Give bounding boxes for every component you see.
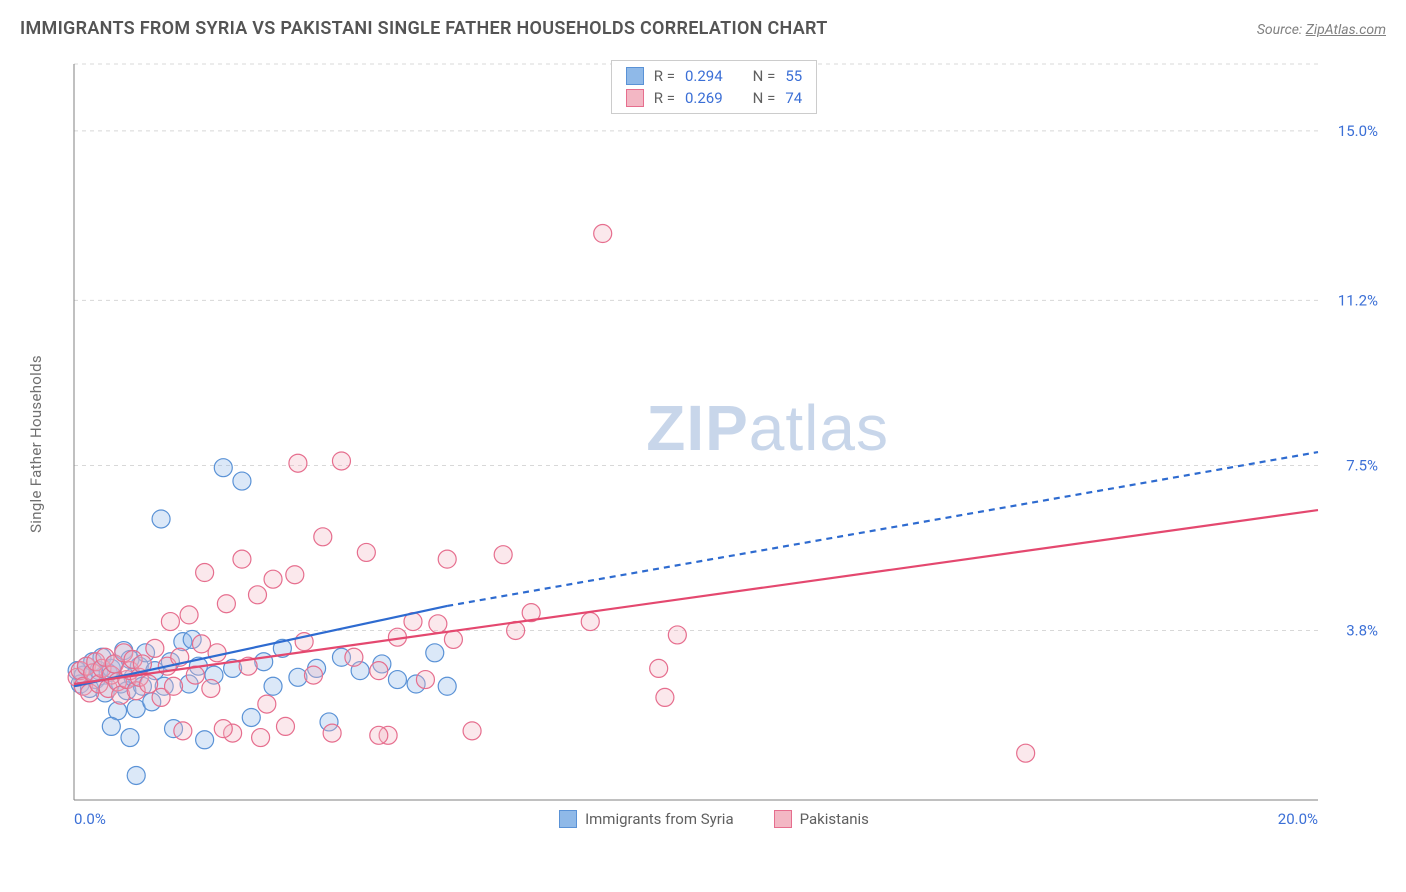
svg-text:3.8%: 3.8% [1346, 621, 1378, 639]
series-legend-item: Pakistanis [774, 810, 869, 828]
series-legend: Immigrants from Syria Pakistanis [44, 810, 1384, 828]
series-legend-item: Immigrants from Syria [559, 810, 734, 828]
series-label: Pakistanis [800, 810, 869, 828]
svg-text:11.2%: 11.2% [1338, 291, 1378, 309]
header: IMMIGRANTS FROM SYRIA VS PAKISTANI SINGL… [20, 18, 1386, 39]
y-axis-label: Single Father Households [27, 355, 45, 533]
chart-title: IMMIGRANTS FROM SYRIA VS PAKISTANI SINGL… [20, 18, 828, 39]
svg-text:15.0%: 15.0% [1338, 122, 1378, 140]
legend-swatch [774, 810, 792, 828]
legend-swatch [559, 810, 577, 828]
source-link[interactable]: ZipAtlas.com [1306, 22, 1386, 38]
scatter-plot-svg: 3.8%7.5%11.2%15.0%0.0%20.0% [66, 56, 1384, 832]
plot-area: Single Father Households ZIPatlas 3.8%7.… [44, 56, 1384, 832]
source-attribution: Source: ZipAtlas.com [1257, 22, 1386, 38]
series-label: Immigrants from Syria [585, 810, 734, 828]
source-prefix: Source: [1257, 22, 1306, 38]
svg-text:7.5%: 7.5% [1346, 456, 1378, 474]
